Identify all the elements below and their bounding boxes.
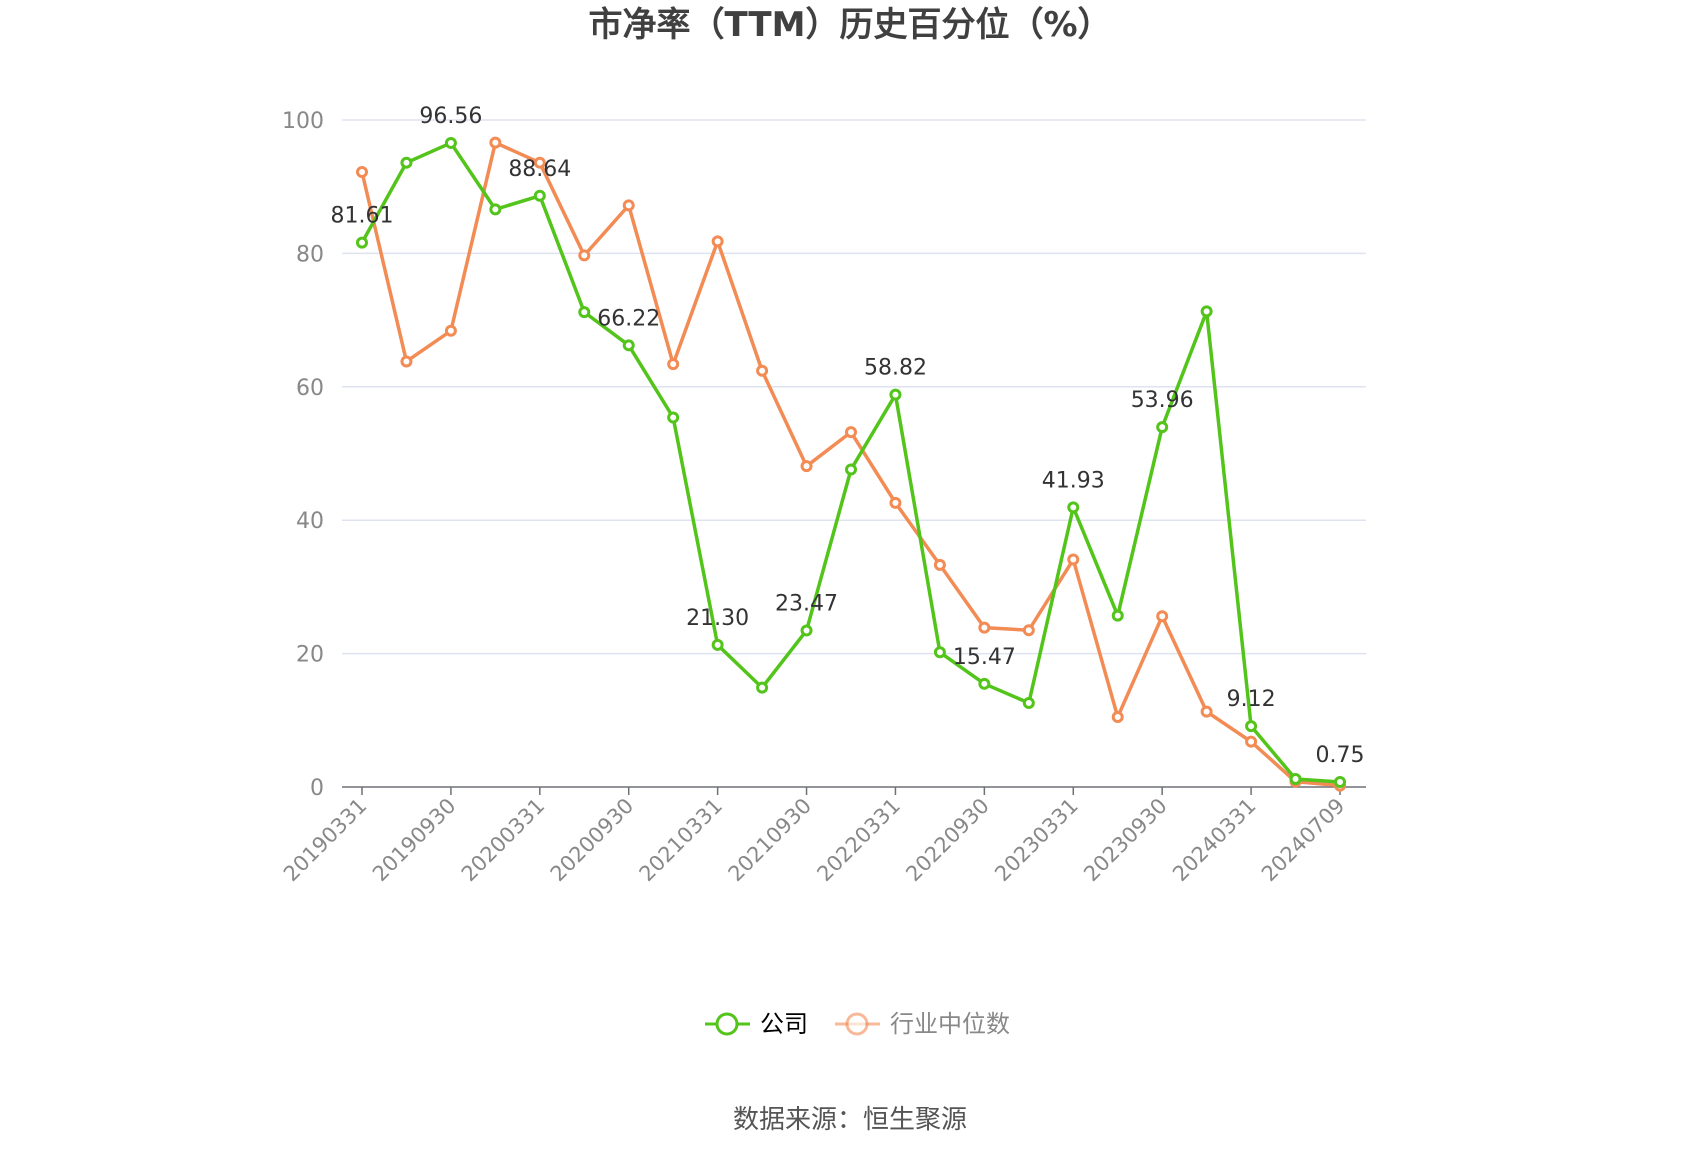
legend-company-marker <box>715 1012 739 1036</box>
chart-title: 市净率（TTM）历史百分位（%） <box>588 5 1111 45</box>
data-point[interactable] <box>1200 705 1213 718</box>
data-point[interactable] <box>756 364 769 377</box>
data-point[interactable] <box>444 324 457 337</box>
x-tick-label: 20240331 <box>1168 794 1261 887</box>
data-point[interactable] <box>756 681 769 694</box>
data-point[interactable] <box>1156 421 1169 434</box>
data-point[interactable] <box>667 411 680 424</box>
data-point[interactable] <box>533 156 546 169</box>
data-label: 0.75 <box>1316 743 1365 768</box>
data-point[interactable] <box>978 621 991 634</box>
data-point[interactable] <box>800 460 813 473</box>
data-point[interactable] <box>845 463 857 476</box>
data-point[interactable] <box>711 235 724 248</box>
data-label: 53.96 <box>1131 388 1194 413</box>
data-point[interactable] <box>578 249 591 262</box>
data-point[interactable] <box>356 166 368 179</box>
series-group <box>356 136 1346 792</box>
data-label: 58.82 <box>864 356 927 381</box>
y-tick-label: 100 <box>282 109 324 134</box>
data-point[interactable] <box>489 203 502 216</box>
data-label: 96.56 <box>419 104 482 129</box>
data-point[interactable] <box>1067 501 1080 514</box>
data-point[interactable] <box>1022 624 1035 637</box>
data-point[interactable] <box>1245 720 1258 733</box>
legend-item-industry-median[interactable]: 行业中位数 <box>835 1010 1010 1038</box>
data-label: 41.93 <box>1042 468 1105 493</box>
data-point[interactable] <box>1067 553 1080 566</box>
grid-lines <box>342 119 1366 655</box>
data-point[interactable] <box>533 189 546 202</box>
data-point[interactable] <box>667 358 680 371</box>
data-point[interactable] <box>1111 609 1124 622</box>
data-point[interactable] <box>1111 710 1124 723</box>
y-tick-label: 80 <box>296 242 324 267</box>
y-tick-label: 60 <box>296 376 324 401</box>
data-point[interactable] <box>400 355 413 368</box>
data-label: 88.64 <box>508 157 571 182</box>
x-tick-label: 20220930 <box>901 794 994 887</box>
x-tick-label: 20210331 <box>635 794 728 887</box>
data-point[interactable] <box>489 136 502 149</box>
legend-item-company[interactable]: 公司 <box>705 1010 808 1038</box>
data-label: 9.12 <box>1227 687 1276 712</box>
x-tick-label: 20190930 <box>368 794 461 887</box>
data-label: 66.22 <box>597 306 660 331</box>
data-label: 15.47 <box>953 645 1016 670</box>
x-tick-label: 20210930 <box>724 794 817 887</box>
y-axis: 0 20 40 60 80 100 <box>282 109 324 801</box>
x-tick-label: 20230331 <box>990 794 1083 887</box>
data-point[interactable] <box>845 426 857 439</box>
data-point[interactable] <box>933 646 946 659</box>
x-tick-label: 20200930 <box>546 794 639 887</box>
x-tick-label: 20240709 <box>1257 794 1350 887</box>
data-point[interactable] <box>1200 305 1213 318</box>
legend-company-label: 公司 <box>760 1010 808 1038</box>
x-tick-label: 20230930 <box>1079 794 1172 887</box>
x-axis: 2019033120190930202003312020093020210331… <box>279 786 1366 887</box>
data-point[interactable] <box>400 156 413 169</box>
legend-industry-label: 行业中位数 <box>890 1010 1010 1038</box>
data-source: 数据来源：恒生聚源 <box>733 1105 967 1135</box>
data-labels: 81.61 96.56 88.64 66.22 21.30 23.47 58.82 15.47… <box>331 104 1365 768</box>
data-point[interactable] <box>444 136 457 149</box>
data-label: 21.30 <box>686 606 749 631</box>
x-tick-label: 20220331 <box>812 794 905 887</box>
data-point[interactable] <box>889 496 902 509</box>
data-point[interactable] <box>1245 735 1258 748</box>
data-point[interactable] <box>711 638 724 651</box>
data-point[interactable] <box>1156 610 1169 623</box>
data-label: 23.47 <box>775 591 838 616</box>
x-tick-label: 20200331 <box>457 794 550 887</box>
data-label: 81.61 <box>331 204 394 229</box>
legend[interactable]: 公司 行业中位数 <box>705 1010 1010 1038</box>
data-point[interactable] <box>978 677 991 690</box>
data-point[interactable] <box>1334 775 1346 788</box>
y-tick-label: 0 <box>310 776 324 801</box>
data-point[interactable] <box>889 388 902 401</box>
y-tick-label: 20 <box>296 643 324 668</box>
data-point[interactable] <box>622 339 635 352</box>
y-tick-label: 40 <box>296 509 324 534</box>
legend-industry-marker <box>845 1012 869 1036</box>
data-point[interactable] <box>1022 696 1035 709</box>
data-point[interactable] <box>622 199 635 212</box>
x-tick-label: 20190331 <box>279 794 372 887</box>
data-point[interactable] <box>800 624 813 637</box>
data-point[interactable] <box>578 306 591 319</box>
data-point[interactable] <box>933 558 946 571</box>
data-point[interactable] <box>356 236 368 249</box>
data-point[interactable] <box>1289 772 1302 785</box>
